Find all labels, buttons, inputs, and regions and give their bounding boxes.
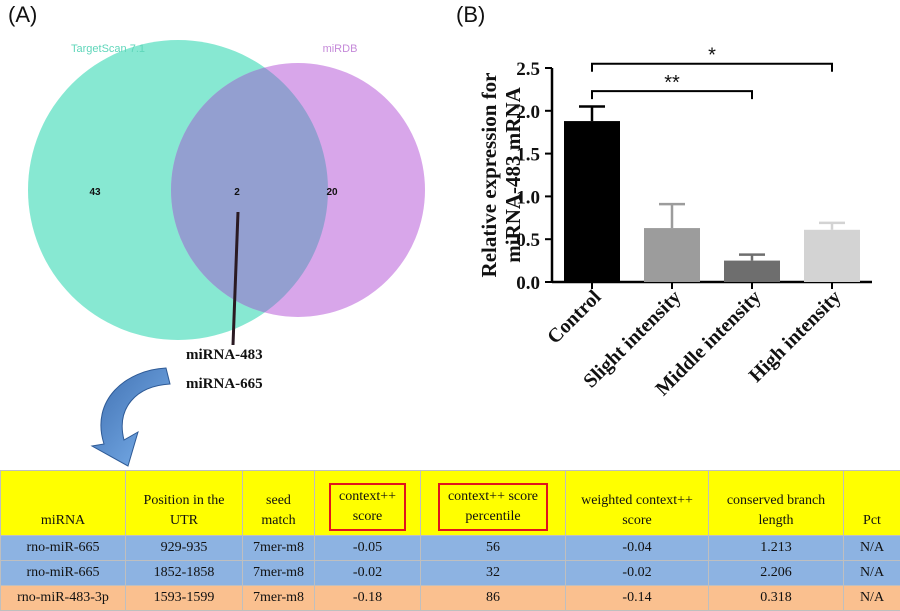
header-line: score — [353, 509, 383, 524]
table-cell: -0.02 — [315, 561, 421, 586]
table-cell: 7mer-m8 — [243, 561, 315, 586]
y-tick-label: 0.0 — [516, 273, 540, 294]
table-cell: rno-miR-665 — [1, 536, 126, 561]
header-label: weighted context++ score — [581, 493, 693, 528]
venn-right-count: 20 — [326, 187, 338, 198]
bar-middle-intensity — [724, 261, 780, 282]
table-cell: 56 — [421, 536, 566, 561]
table-cell: 929-935 — [126, 536, 243, 561]
target-prediction-table: miRNA Position in the UTR seed match context+… — [0, 470, 900, 611]
highlighted-header: context++ score — [329, 483, 406, 531]
panel-b-label: (B) — [456, 2, 485, 28]
header-label: miRNA — [41, 513, 85, 528]
table-cell: -0.18 — [315, 586, 421, 611]
table-cell: 7mer-m8 — [243, 586, 315, 611]
bar-high-intensity — [804, 230, 860, 282]
header-line: Pct — [863, 513, 881, 528]
y-tick-label: 2.5 — [516, 59, 540, 80]
header-line: miRNA — [41, 513, 85, 528]
header-line: seed — [266, 493, 291, 508]
header-line: match — [261, 513, 295, 528]
table-cell: -0.14 — [566, 586, 709, 611]
table-cell: 7mer-m8 — [243, 536, 315, 561]
header-label: seed match — [261, 493, 295, 528]
y-tick-label: 0.5 — [516, 230, 540, 251]
header-line: Position in the — [144, 493, 225, 508]
venn-diagram: TargetScan 7.1 miRDB 43 2 20 — [0, 0, 440, 350]
header-line: weighted context++ — [581, 493, 693, 508]
table-cell: 0.318 — [709, 586, 844, 611]
significance-label: * — [708, 45, 716, 67]
table-cell: rno-miR-665 — [1, 561, 126, 586]
y-tick-label: 1.5 — [516, 145, 540, 166]
header-line: UTR — [170, 513, 198, 528]
highlighted-header: context++ score percentile — [438, 483, 548, 531]
table-cell: N/A — [844, 561, 900, 586]
header-line: context++ — [339, 489, 396, 504]
venn-left-count: 43 — [89, 187, 101, 198]
header-label: conserved branch length — [727, 493, 825, 528]
table-cell: N/A — [844, 536, 900, 561]
table-header-cell: context++ score — [315, 471, 421, 536]
table-cell: 2.206 — [709, 561, 844, 586]
venn-left-name: TargetScan 7.1 — [71, 43, 145, 55]
table-header-row: miRNA Position in the UTR seed match context+… — [1, 471, 900, 536]
header-line: percentile — [465, 509, 520, 524]
header-line: length — [759, 513, 794, 528]
table-cell: -0.02 — [566, 561, 709, 586]
y-tick-label: 2.0 — [516, 102, 540, 123]
y-tick-label: 1.0 — [516, 187, 540, 208]
table-cell: rno-miR-483-3p — [1, 586, 126, 611]
x-tick-label: Control — [543, 286, 606, 349]
bar-chart: Relative expression formiRNA-483 mRNA0.0… — [440, 30, 895, 450]
table-header-cell: seed match — [243, 471, 315, 536]
table-cell: 1.213 — [709, 536, 844, 561]
header-line: conserved branch — [727, 493, 825, 508]
table-cell: 32 — [421, 561, 566, 586]
table-header-cell: Position in the UTR — [126, 471, 243, 536]
table-cell: 1852-1858 — [126, 561, 243, 586]
table-header-cell: conserved branch length — [709, 471, 844, 536]
table-header-cell: context++ score percentile — [421, 471, 566, 536]
table-header-cell: weighted context++ score — [566, 471, 709, 536]
table-cell: -0.05 — [315, 536, 421, 561]
overlap-mirna-2: miRNA-665 — [186, 376, 263, 393]
curved-arrow-icon — [80, 360, 180, 472]
table-cell: -0.04 — [566, 536, 709, 561]
header-label: Pct — [863, 513, 881, 528]
header-line: score — [622, 513, 652, 528]
venn-overlap-count: 2 — [234, 187, 240, 198]
bar-slight-intensity — [644, 228, 700, 282]
overlap-mirna-1: miRNA-483 — [186, 347, 263, 364]
table-cell: N/A — [844, 586, 900, 611]
significance-label: ** — [664, 72, 680, 94]
table-cell: 86 — [421, 586, 566, 611]
venn-right-name: miRDB — [323, 43, 358, 55]
header-line: context++ score — [448, 489, 538, 504]
table-header-cell: Pct — [844, 471, 900, 536]
table-header-cell: miRNA — [1, 471, 126, 536]
header-label: Position in the UTR — [144, 493, 225, 528]
table-cell: 1593-1599 — [126, 586, 243, 611]
bar-control — [564, 121, 620, 282]
